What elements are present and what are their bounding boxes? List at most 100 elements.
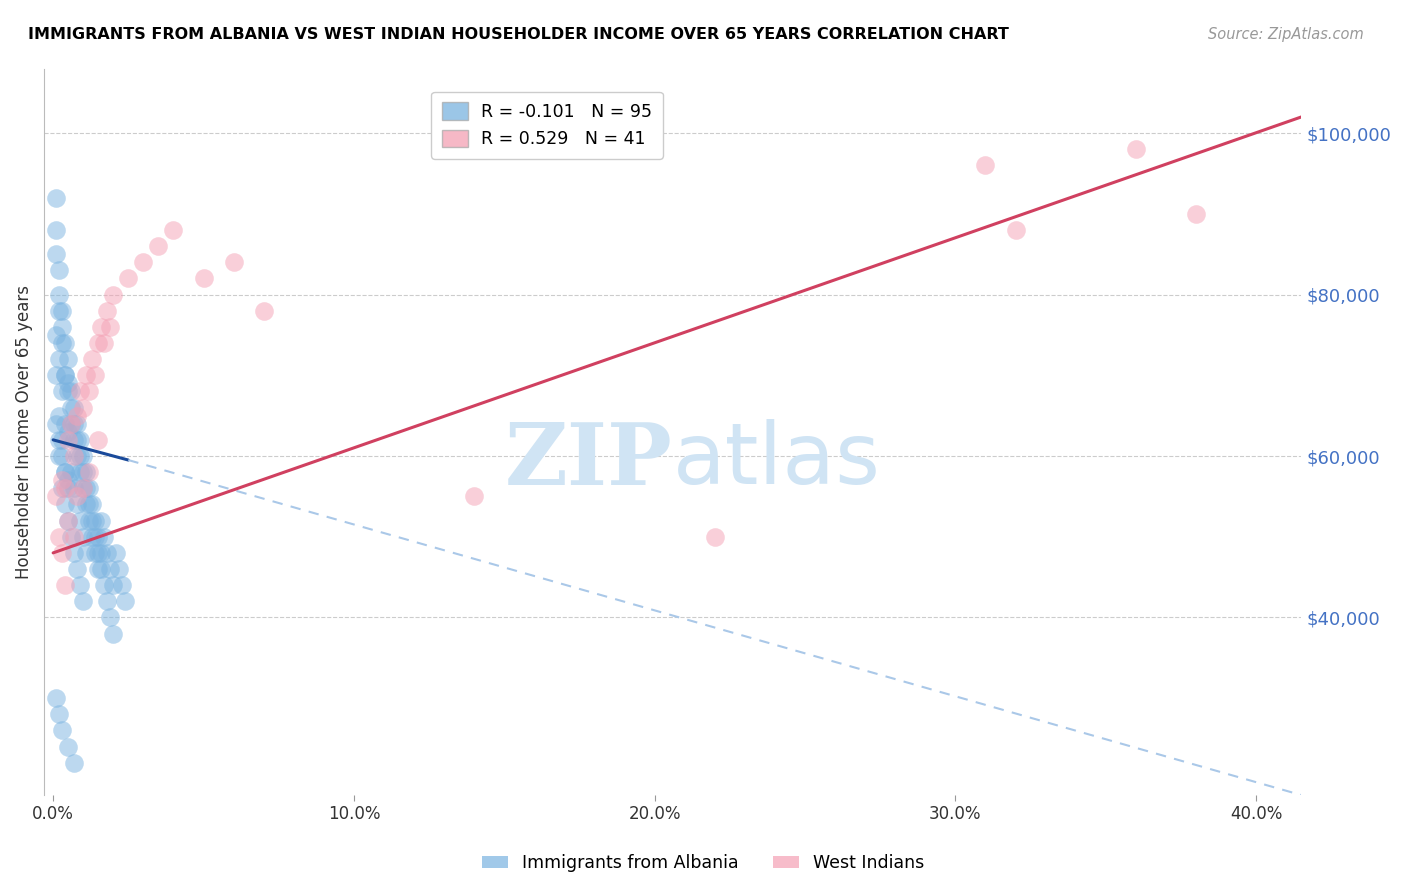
Point — [103, 287, 125, 301]
Point — [63, 433, 86, 447]
Point — [60, 384, 83, 399]
Point — [162, 223, 184, 237]
Point — [53, 465, 76, 479]
Point — [75, 481, 97, 495]
Point — [53, 481, 76, 495]
Point — [84, 530, 107, 544]
Point — [1125, 142, 1147, 156]
Point — [48, 530, 70, 544]
Point — [82, 498, 104, 512]
Point — [82, 530, 104, 544]
Point — [53, 578, 76, 592]
Point — [56, 384, 79, 399]
Point — [48, 449, 70, 463]
Point — [84, 514, 107, 528]
Point — [56, 425, 79, 439]
Point — [96, 546, 118, 560]
Point — [66, 433, 89, 447]
Point — [974, 158, 997, 172]
Point — [75, 465, 97, 479]
Point — [75, 498, 97, 512]
Point — [87, 336, 110, 351]
Point — [66, 417, 89, 431]
Point — [56, 376, 79, 391]
Point — [72, 465, 94, 479]
Point — [69, 465, 91, 479]
Point — [93, 336, 115, 351]
Point — [63, 481, 86, 495]
Point — [77, 465, 100, 479]
Point — [53, 368, 76, 383]
Point — [69, 449, 91, 463]
Point — [87, 562, 110, 576]
Point — [66, 498, 89, 512]
Point — [60, 401, 83, 415]
Point — [63, 449, 86, 463]
Point — [105, 546, 128, 560]
Text: atlas: atlas — [672, 419, 880, 502]
Point — [77, 384, 100, 399]
Point — [108, 562, 131, 576]
Point — [51, 384, 73, 399]
Point — [72, 481, 94, 495]
Point — [90, 319, 112, 334]
Point — [56, 352, 79, 367]
Point — [90, 514, 112, 528]
Point — [84, 546, 107, 560]
Point — [63, 756, 86, 770]
Point — [463, 489, 485, 503]
Point — [56, 481, 79, 495]
Point — [69, 578, 91, 592]
Point — [51, 303, 73, 318]
Point — [60, 465, 83, 479]
Point — [90, 562, 112, 576]
Point — [45, 691, 67, 706]
Point — [48, 409, 70, 423]
Point — [98, 610, 121, 624]
Point — [193, 271, 215, 285]
Point — [53, 417, 76, 431]
Point — [72, 481, 94, 495]
Point — [53, 498, 76, 512]
Point — [56, 739, 79, 754]
Point — [53, 368, 76, 383]
Point — [93, 530, 115, 544]
Point — [45, 223, 67, 237]
Point — [56, 473, 79, 487]
Point — [77, 498, 100, 512]
Point — [72, 594, 94, 608]
Point — [51, 319, 73, 334]
Point — [72, 449, 94, 463]
Point — [87, 433, 110, 447]
Point — [63, 401, 86, 415]
Point — [51, 433, 73, 447]
Point — [69, 433, 91, 447]
Point — [98, 319, 121, 334]
Point — [66, 489, 89, 503]
Point — [51, 473, 73, 487]
Point — [72, 401, 94, 415]
Point — [45, 327, 67, 342]
Point — [60, 417, 83, 431]
Point — [63, 530, 86, 544]
Point — [66, 562, 89, 576]
Point — [66, 409, 89, 423]
Point — [222, 255, 245, 269]
Point — [63, 546, 86, 560]
Legend: Immigrants from Albania, West Indians: Immigrants from Albania, West Indians — [475, 847, 931, 879]
Point — [48, 263, 70, 277]
Point — [96, 303, 118, 318]
Point — [45, 191, 67, 205]
Point — [45, 489, 67, 503]
Point — [48, 303, 70, 318]
Point — [56, 514, 79, 528]
Point — [56, 433, 79, 447]
Point — [60, 417, 83, 431]
Point — [103, 626, 125, 640]
Point — [93, 578, 115, 592]
Point — [63, 417, 86, 431]
Point — [53, 465, 76, 479]
Point — [75, 546, 97, 560]
Point — [66, 449, 89, 463]
Point — [87, 530, 110, 544]
